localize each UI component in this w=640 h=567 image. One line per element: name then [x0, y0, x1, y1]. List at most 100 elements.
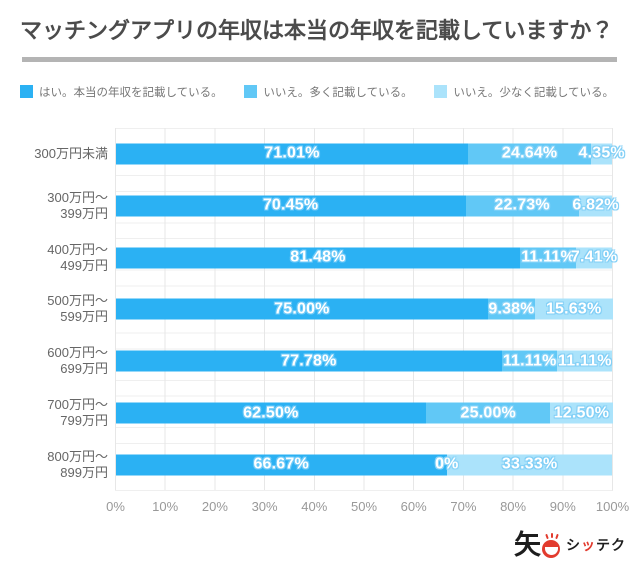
- chart-row: 500万円〜 599万円 75.00% 9.38% 15.63%: [0, 284, 640, 336]
- category-label-line: 800万円〜: [47, 448, 108, 464]
- category-label-line: 500万円〜: [47, 293, 108, 309]
- axis-tick-label: 0%: [106, 499, 125, 514]
- legend-swatch-icon: [244, 85, 258, 98]
- chart-row: 800万円〜 899万円 66.67% 0% 33.33%: [0, 439, 640, 491]
- legend-swatch-icon: [20, 85, 33, 98]
- chart-row: 300万円未満 71.01% 24.64% 4.35%: [0, 128, 640, 180]
- value-label: 6.82%: [572, 196, 619, 214]
- axis-tick-label: 40%: [301, 499, 328, 514]
- bar-segment-series3: 11.11%: [557, 350, 613, 372]
- category-label: 700万円〜 799万円: [0, 397, 108, 429]
- bar-segment-series3: 4.35%: [578, 143, 625, 165]
- category-label: 800万円〜 899万円: [0, 449, 108, 481]
- legend-item-2: いいえ。少なく記載している。: [434, 84, 614, 100]
- value-label: 24.64%: [501, 144, 558, 162]
- bar-segment-series1: 62.50%: [115, 402, 427, 424]
- value-label: 4.35%: [578, 144, 625, 162]
- logo-text-accent: ッ: [581, 537, 596, 553]
- value-label: 81.48%: [290, 248, 346, 266]
- axis-tick-label: 50%: [350, 499, 378, 514]
- bar-track: 70.45% 22.73% 6.82%: [115, 195, 619, 217]
- category-label-line: 700万円〜: [47, 397, 108, 413]
- category-label-line: 400万円〜: [47, 241, 108, 257]
- value-label: 11.11%: [558, 352, 612, 370]
- axis-tick-label: 80%: [500, 499, 527, 514]
- category-label-line: 300万円〜: [47, 189, 108, 205]
- bar-segment-series2: 11.11%: [502, 350, 558, 372]
- value-label: 11.11%: [502, 352, 557, 370]
- legend-label: はい。本当の年収を記載している。: [39, 86, 223, 99]
- bar-track: 81.48% 11.11% 7.41%: [115, 247, 617, 269]
- axis-tick-label: 100%: [595, 499, 630, 514]
- value-label: 70.45%: [262, 196, 319, 214]
- value-label: 11.11%: [521, 248, 575, 266]
- category-label-line: 300万円未満: [34, 145, 108, 161]
- category-label-line: 699万円: [60, 361, 108, 377]
- category-label-line: 599万円: [60, 309, 108, 325]
- axis-tick-label: 90%: [549, 499, 576, 514]
- bar-track: 66.67% 0% 33.33%: [115, 454, 613, 476]
- bar-segment-series2: 22.73%: [465, 195, 579, 217]
- bar-track: 77.78% 11.11% 11.11%: [115, 350, 613, 372]
- value-label: 66.67%: [253, 455, 309, 473]
- bar-segment-series2: 9.38%: [488, 298, 535, 320]
- bar-segment-series2: 24.64%: [468, 143, 591, 165]
- value-label: 12.50%: [553, 404, 610, 422]
- chart-row: 600万円〜 699万円 77.78% 11.11% 11.11%: [0, 335, 640, 387]
- smiley-face-icon: [542, 533, 560, 558]
- chart-rows: 300万円未満 71.01% 24.64% 4.35% 300万円〜 399万円 70.45…: [0, 128, 640, 491]
- category-label-line: 399万円: [60, 205, 108, 221]
- value-label: 9.38%: [488, 300, 535, 318]
- bar-track: 75.00% 9.38% 15.63%: [115, 298, 613, 320]
- bar-segment-series1: 70.45%: [115, 195, 466, 217]
- bar-segment-series2: 25.00%: [426, 402, 551, 424]
- value-label: 71.01%: [264, 144, 320, 162]
- axis-tick-label: 30%: [251, 499, 278, 514]
- value-label: 0%: [435, 455, 459, 473]
- category-label-line: 499万円: [60, 257, 108, 273]
- category-label: 400万円〜 499万円: [0, 242, 108, 274]
- chart-legend: はい。本当の年収を記載している。 いいえ。多く記載している。 いいえ。少なく記載して…: [20, 84, 614, 99]
- bar-segment-series3: 15.63%: [534, 298, 613, 320]
- bar-segment-series1: 77.78%: [115, 350, 503, 372]
- category-label-line: 899万円: [60, 464, 108, 480]
- bar-segment-series2: 11.11%: [520, 247, 576, 269]
- category-label: 300万円未満: [0, 146, 108, 162]
- logo-kanji: 矢: [514, 529, 541, 560]
- axis-tick-label: 10%: [152, 499, 179, 514]
- legend-item-1: いいえ。多く記載している。: [244, 84, 413, 100]
- value-label: 7.41%: [570, 248, 618, 266]
- value-label: 62.50%: [243, 404, 299, 422]
- chart-row: 300万円〜 399万円 70.45% 22.73% 6.82%: [0, 180, 640, 232]
- bar-segment-series1: 81.48%: [115, 247, 521, 269]
- value-label: 33.33%: [501, 455, 558, 473]
- bar-segment-series3: 12.50%: [550, 402, 613, 424]
- bar-segment-series1: 75.00%: [115, 298, 489, 320]
- category-label: 300万円〜 399万円: [0, 190, 108, 222]
- legend-item-0: はい。本当の年収を記載している。: [20, 84, 223, 100]
- bar-segment-series3: 7.41%: [571, 247, 617, 269]
- value-label: 75.00%: [274, 300, 330, 318]
- title-divider: [22, 57, 617, 62]
- bar-segment-series1: 66.67%: [115, 454, 447, 476]
- bar-segment-series3: 6.82%: [572, 195, 619, 217]
- value-label: 15.63%: [545, 300, 602, 318]
- value-label: 25.00%: [460, 404, 516, 422]
- bar-track: 62.50% 25.00% 12.50%: [115, 402, 613, 424]
- category-label: 500万円〜 599万円: [0, 293, 108, 325]
- legend-label: いいえ。少なく記載している。: [453, 86, 614, 99]
- legend-swatch-icon: [434, 85, 448, 98]
- bar-segment-series3: 33.33%: [446, 454, 613, 476]
- page-title: マッチングアプリの年収は本当の年収を記載していますか？: [20, 18, 614, 43]
- x-axis: 0% 10% 20% 30% 40% 50% 60% 70% 80% 90% 100%: [106, 499, 629, 515]
- logo-text: シッテク: [566, 537, 626, 553]
- chart-row: 400万円〜 499万円 81.48% 11.11% 7.41%: [0, 232, 640, 284]
- value-label: 77.78%: [281, 352, 337, 370]
- value-label: 22.73%: [494, 196, 550, 214]
- bar-track: 71.01% 24.64% 4.35%: [115, 143, 625, 165]
- category-label-line: 600万円〜: [47, 345, 108, 361]
- category-label: 600万円〜 699万円: [0, 345, 108, 377]
- axis-tick-label: 60%: [400, 499, 427, 514]
